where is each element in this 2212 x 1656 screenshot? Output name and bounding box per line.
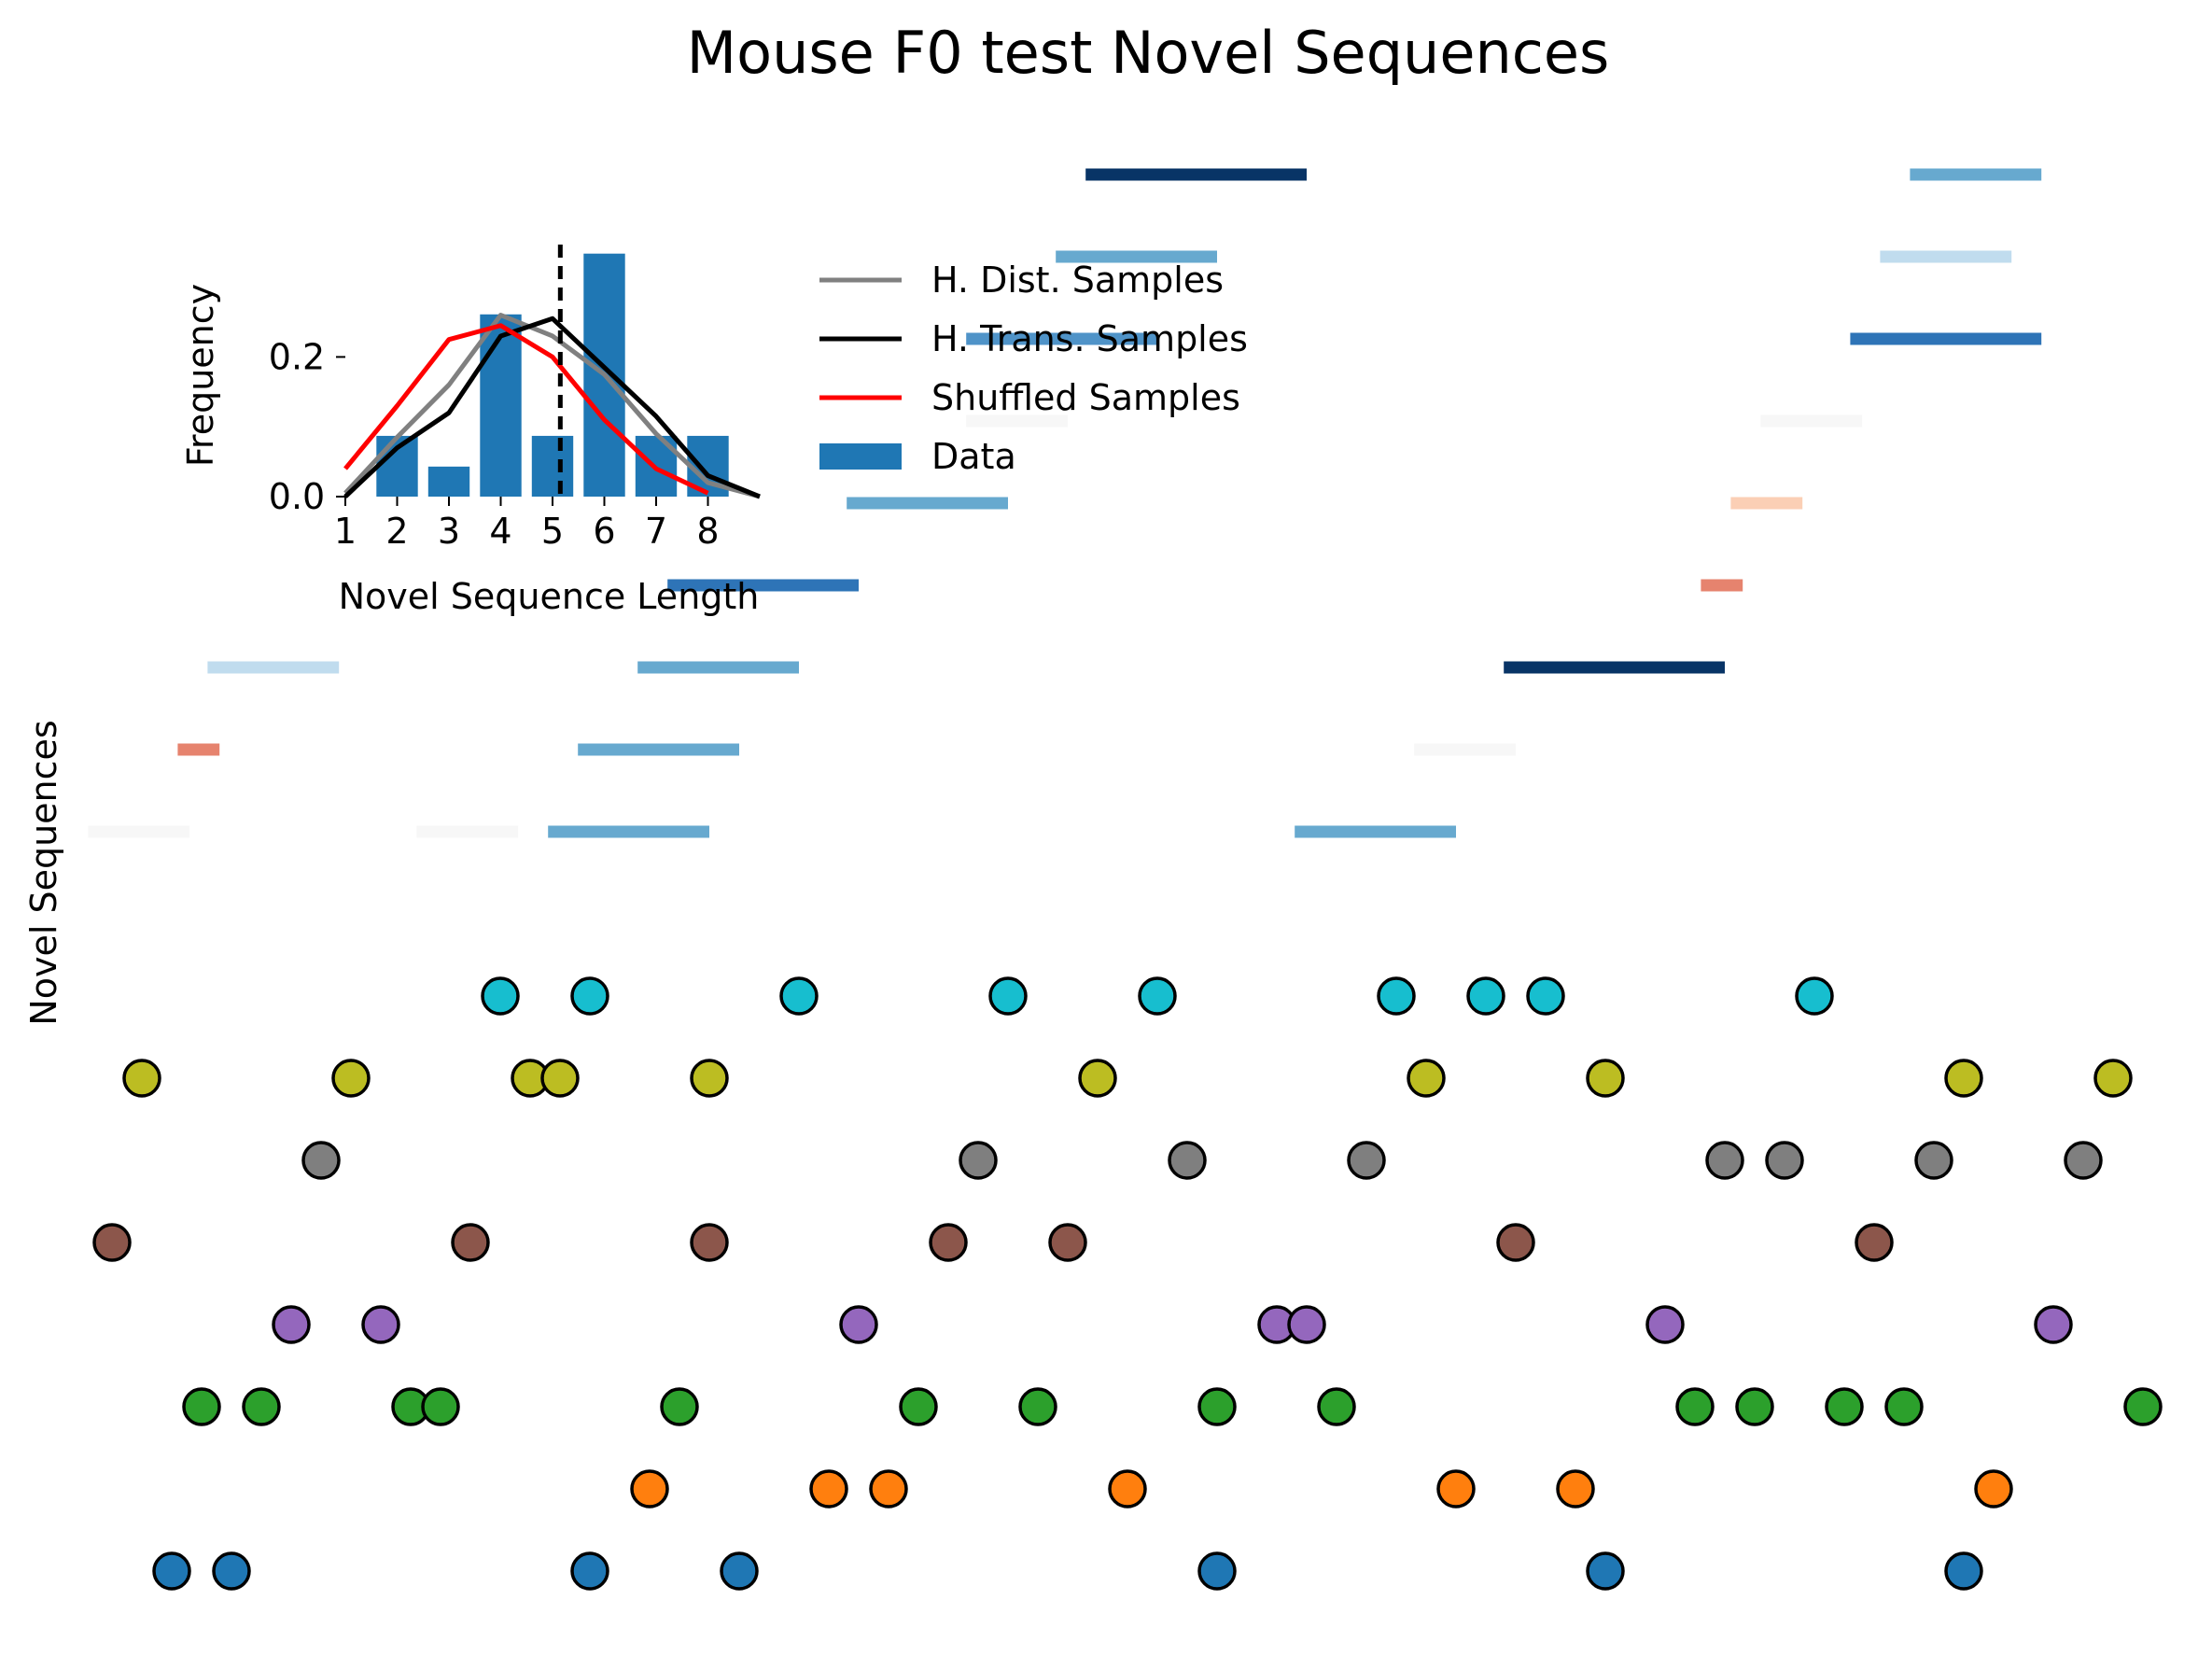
event-dot-row4-5	[1496, 1223, 1535, 1262]
event-dot-row2-0	[182, 1387, 221, 1426]
inset-y-axis-label: Frequency	[180, 284, 221, 467]
inset-axes: 1 2 3 4 5 6 7 8 0.0 0.2	[269, 336, 720, 552]
event-dot-row4-1	[451, 1223, 490, 1262]
event-dot-row3-0	[272, 1305, 311, 1344]
legend-label-1: H. Trans. Samples	[931, 318, 1248, 359]
event-dot-row2-10	[1735, 1387, 1774, 1426]
event-dot-row0-3	[720, 1551, 759, 1591]
event-dot-row0-5	[1586, 1551, 1625, 1591]
event-dot-row6-9	[2093, 1059, 2133, 1098]
inset-lines	[343, 245, 761, 499]
event-dot-row6-0	[122, 1059, 161, 1098]
event-dot-row2-5	[899, 1387, 938, 1426]
event-dot-row7-0	[481, 976, 520, 1016]
event-dot-row5-3	[1347, 1141, 1386, 1180]
event-dot-row2-6	[1018, 1387, 1057, 1426]
event-dot-row2-7	[1197, 1387, 1237, 1426]
event-dot-row7-1	[570, 976, 609, 1016]
event-dot-row1-5	[1556, 1469, 1595, 1509]
inset-y-tick-label-0: 0.0	[269, 476, 325, 517]
event-dot-row2-11	[1825, 1387, 1864, 1426]
event-dot-row6-3	[540, 1059, 580, 1098]
event-dot-row7-6	[1466, 976, 1505, 1016]
event-dot-row2-1	[242, 1387, 281, 1426]
event-dot-row7-4	[1138, 976, 1177, 1016]
event-dot-row1-1	[809, 1469, 848, 1509]
inset-x-tick-label-1: 1	[334, 511, 357, 552]
event-dot-row2-13	[2123, 1387, 2163, 1426]
event-dot-row5-5	[1765, 1141, 1804, 1180]
inset-bar-4	[480, 314, 522, 497]
event-dot-row1-2	[869, 1469, 908, 1509]
inset-x-tick-label-8: 8	[696, 511, 719, 552]
event-dot-row2-12	[1884, 1387, 1924, 1426]
event-dot-row6-6	[1407, 1059, 1446, 1098]
chart-title: Mouse F0 test Novel Sequences	[687, 19, 1610, 87]
event-dot-row5-0	[301, 1141, 341, 1180]
event-dot-row7-7	[1526, 976, 1565, 1016]
event-dot-row6-4	[690, 1059, 729, 1098]
event-dot-row3-4	[1287, 1305, 1326, 1344]
event-dot-row5-6	[1914, 1141, 1953, 1180]
event-dot-row6-7	[1586, 1059, 1625, 1098]
event-dot-row4-3	[929, 1223, 968, 1262]
inset-x-tick-label-3: 3	[438, 511, 460, 552]
event-dot-row5-2	[1168, 1141, 1207, 1180]
event-dot-row7-3	[988, 976, 1028, 1016]
event-dot-row1-0	[630, 1469, 669, 1509]
event-dot-row2-9	[1675, 1387, 1715, 1426]
inset-y-tick-label-1: 0.2	[269, 336, 325, 377]
legend-label-2: Shuffled Samples	[931, 377, 1240, 418]
event-dot-row0-1	[212, 1551, 251, 1591]
event-dot-row5-7	[2064, 1141, 2103, 1180]
event-dot-row0-0	[152, 1551, 191, 1591]
legend-swatch-3	[819, 443, 902, 470]
event-dot-row2-8	[1317, 1387, 1356, 1426]
event-dot-row7-2	[779, 976, 819, 1016]
event-dot-row3-5	[1645, 1305, 1685, 1344]
event-dot-row4-0	[92, 1223, 132, 1262]
legend-label-0: H. Dist. Samples	[931, 260, 1224, 301]
event-dot-row6-8	[1944, 1059, 1983, 1098]
event-dot-row1-3	[1108, 1469, 1147, 1509]
inset-bar-5	[531, 435, 574, 497]
event-dots	[92, 976, 2163, 1591]
event-dot-row3-6	[2034, 1305, 2073, 1344]
event-dot-row3-1	[361, 1305, 400, 1344]
event-dot-row0-6	[1944, 1551, 1983, 1591]
inset-line-0	[343, 313, 761, 499]
event-dot-row2-3	[421, 1387, 460, 1426]
inset-line-2	[343, 323, 709, 496]
event-dot-row1-4	[1436, 1469, 1476, 1509]
event-dot-row1-6	[1974, 1469, 2013, 1509]
event-dot-row5-4	[1705, 1141, 1744, 1180]
inset-x-tick-label-5: 5	[541, 511, 564, 552]
event-dot-row4-6	[1855, 1223, 1894, 1262]
event-dot-row0-2	[570, 1551, 609, 1591]
event-dot-row5-1	[959, 1141, 998, 1180]
event-dot-row0-4	[1197, 1551, 1237, 1591]
legend-label-3: Data	[931, 436, 1016, 477]
inset-x-tick-label-2: 2	[385, 511, 408, 552]
inset-x-tick-label-4: 4	[489, 511, 511, 552]
inset-legend: H. Dist. Samples H. Trans. Samples Shuffle…	[819, 260, 1248, 477]
event-dot-row2-4	[660, 1387, 699, 1426]
sequence-segments	[88, 168, 2042, 838]
inset-x-tick-label-7: 7	[645, 511, 667, 552]
inset-x-axis-label: Novel Sequence Length	[339, 576, 760, 617]
inset-x-tick-label-6: 6	[593, 511, 615, 552]
event-dot-row6-5	[1078, 1059, 1117, 1098]
event-dot-row3-2	[839, 1305, 878, 1344]
event-dot-row4-4	[1048, 1223, 1087, 1262]
inset-histogram: 1 2 3 4 5 6 7 8 0.0 0.2 Novel Sequence Length Fre…	[180, 245, 761, 617]
inset-bar-3	[427, 466, 470, 497]
inset-bars	[376, 253, 729, 497]
event-dot-row7-8	[1795, 976, 1834, 1016]
event-dot-row7-5	[1377, 976, 1416, 1016]
event-dot-row6-1	[331, 1059, 371, 1098]
inset-line-1	[343, 316, 761, 499]
event-dot-row4-2	[690, 1223, 729, 1262]
main-y-axis-label: Novel Sequences	[23, 720, 64, 1025]
